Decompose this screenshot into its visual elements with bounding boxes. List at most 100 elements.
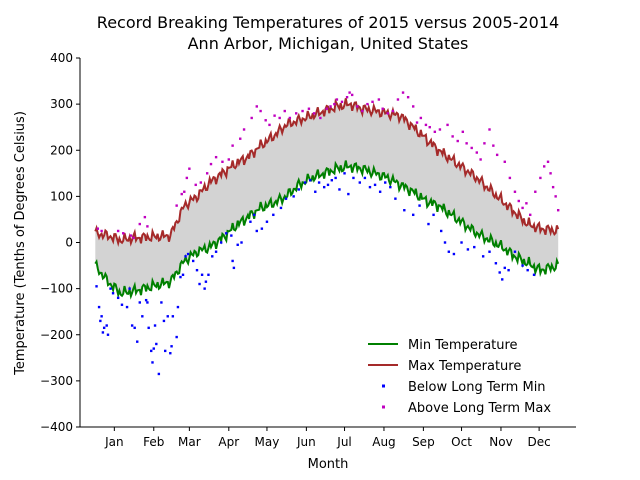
above-max-point: [132, 237, 134, 239]
below-min-point: [338, 188, 340, 190]
below-min-point: [106, 324, 108, 326]
above-max-point: [402, 91, 404, 93]
above-max-point: [228, 158, 230, 160]
below-min-point: [160, 301, 162, 303]
below-min-point: [145, 299, 147, 301]
y-axis-label: Temperature (Tenths of Degrees Celsius): [13, 111, 28, 376]
below-min-point: [100, 315, 102, 317]
above-max-point: [295, 112, 297, 114]
below-min-point: [498, 271, 500, 273]
below-min-point: [182, 274, 184, 276]
above-max-point: [509, 177, 511, 179]
below-min-point: [521, 264, 523, 266]
above-max-point: [181, 193, 183, 195]
above-max-point: [554, 195, 556, 197]
below-min-point: [533, 274, 535, 276]
below-min-point: [318, 181, 320, 183]
below-min-point: [285, 197, 287, 199]
above-max-point: [206, 172, 208, 174]
below-min-point: [467, 248, 469, 250]
above-max-point: [483, 142, 485, 144]
above-max-point: [504, 161, 506, 163]
below-min-point: [147, 327, 149, 329]
x-tick-label: Jun: [296, 435, 316, 449]
below-min-point: [215, 251, 217, 253]
above-max-point: [416, 121, 418, 123]
above-max-point: [273, 114, 275, 116]
below-min-point: [352, 177, 354, 179]
below-min-point: [309, 179, 311, 181]
above-max-point: [547, 161, 549, 163]
y-tick-label: 400: [50, 51, 73, 65]
x-tick-label: Sep: [412, 435, 435, 449]
above-max-point: [465, 142, 467, 144]
x-tick-label: Dec: [528, 435, 551, 449]
above-max-point: [407, 96, 409, 98]
above-max-point: [429, 126, 431, 128]
below-min-point: [347, 193, 349, 195]
y-tick-label: −200: [40, 328, 73, 342]
below-min-point: [394, 197, 396, 199]
below-min-point: [384, 181, 386, 183]
below-min-point: [154, 324, 156, 326]
below-min-point: [164, 350, 166, 352]
legend-point-swatch: [382, 406, 385, 409]
below-min-point: [323, 186, 325, 188]
above-max-point: [183, 191, 185, 193]
below-min-point: [139, 301, 141, 303]
above-max-point: [130, 234, 132, 236]
below-min-point: [192, 260, 194, 262]
below-min-point: [167, 315, 169, 317]
below-min-point: [102, 331, 104, 333]
above-max-point: [231, 144, 233, 146]
above-max-point: [313, 112, 315, 114]
below-min-point: [440, 230, 442, 232]
below-min-point: [233, 267, 235, 269]
legend-label: Max Temperature: [408, 359, 521, 374]
above-max-point: [278, 117, 280, 119]
below-min-point: [374, 184, 376, 186]
below-min-point: [304, 181, 306, 183]
x-tick-label: Jul: [336, 435, 351, 449]
above-max-point: [122, 232, 124, 234]
above-max-point: [521, 207, 523, 209]
below-min-point: [146, 301, 148, 303]
above-max-point: [351, 94, 353, 96]
below-min-point: [198, 283, 200, 285]
below-min-point: [482, 255, 484, 257]
below-min-point: [359, 181, 361, 183]
below-min-point: [158, 373, 160, 375]
below-min-point: [170, 345, 172, 347]
x-tick-label: Oct: [451, 435, 472, 449]
below-min-point: [205, 281, 207, 283]
above-max-point: [348, 91, 350, 93]
below-min-point: [514, 251, 516, 253]
y-tick-label: −100: [40, 282, 73, 296]
above-max-point: [514, 191, 516, 193]
above-max-point: [195, 184, 197, 186]
below-min-point: [231, 260, 233, 262]
below-min-point: [403, 209, 405, 211]
below-min-point: [201, 274, 203, 276]
above-max-point: [356, 105, 358, 107]
below-min-point: [460, 241, 462, 243]
x-axis-label: Month: [308, 457, 349, 472]
chart-title-line2: Ann Arbor, Michigan, United States: [188, 34, 469, 53]
below-min-point: [266, 221, 268, 223]
below-min-point: [169, 352, 171, 354]
below-min-point: [131, 324, 133, 326]
above-max-point: [378, 98, 380, 100]
above-max-point: [392, 110, 394, 112]
above-max-point: [336, 98, 338, 100]
below-min-point: [109, 287, 111, 289]
below-min-point: [179, 276, 181, 278]
below-min-point: [495, 262, 497, 264]
below-min-point: [473, 246, 475, 248]
above-max-point: [492, 144, 494, 146]
above-max-point: [543, 165, 545, 167]
above-max-point: [264, 119, 266, 121]
below-min-point: [133, 327, 135, 329]
below-min-point: [99, 320, 101, 322]
above-max-point: [284, 110, 286, 112]
below-min-point: [379, 191, 381, 193]
